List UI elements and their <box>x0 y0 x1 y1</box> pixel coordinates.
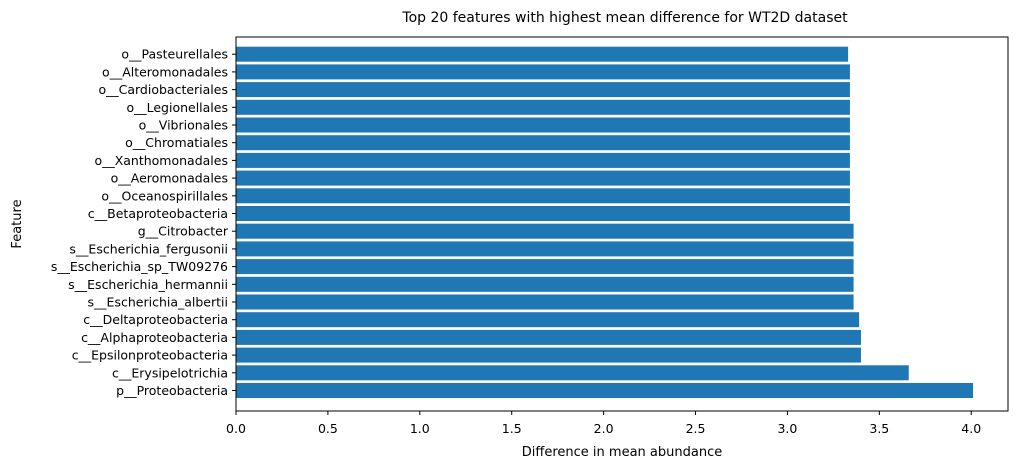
x-tick-label: 4.0 <box>961 421 981 436</box>
bar-c__Alphaproteobacteria <box>236 329 861 345</box>
x-tick-label: 1.5 <box>502 421 522 436</box>
plot-frame <box>235 36 1009 412</box>
bar-c__Deltaproteobacteria <box>236 312 860 328</box>
y-tick-labels: p__Proteobacteria c__Erysipelotrichia c__E… <box>51 47 236 398</box>
bar-o__Oceanospirillales <box>236 188 850 204</box>
x-axis-label: Difference in mean abundance <box>522 445 722 460</box>
x-tick-label: 0.0 <box>226 421 246 436</box>
y-tick-label: s__Escherichia_sp_TW09276 <box>51 259 228 274</box>
bar-c__Erysipelotrichia <box>236 365 909 381</box>
bar-s__Escherichia_albertii <box>236 294 854 310</box>
bar-c__Betaproteobacteria <box>236 206 850 221</box>
y-tick-label: c__Deltaproteobacteria <box>83 312 228 327</box>
y-tick-label: o__Cardiobacteriales <box>98 82 228 97</box>
y-tick-label: c__Epsilonproteobacteria <box>72 348 228 363</box>
bar-s__Escherichia_sp_TW09276 <box>236 259 854 275</box>
y-tick-label: g__Citrobacter <box>138 224 229 239</box>
x-tick-label: 0.5 <box>318 421 338 436</box>
bar-o__Alteromonadales <box>236 64 850 80</box>
y-tick-label: o__Xanthomonadales <box>95 153 228 168</box>
bar-o__Legionellales <box>236 99 850 115</box>
y-tick-label: s__Escherichia_hermannii <box>68 277 228 292</box>
y-tick-label: p__Proteobacteria <box>116 383 228 398</box>
y-tick-label: c__Betaproteobacteria <box>88 206 228 221</box>
x-tick-label: 3.0 <box>777 421 797 436</box>
bar-o__Cardiobacteriales <box>236 82 850 98</box>
y-tick-label: o__Legionellales <box>126 100 228 115</box>
bar-o__Chromatiales <box>236 135 850 151</box>
y-tick-label: c__Erysipelotrichia <box>112 365 228 380</box>
bar-o__Xanthomonadales <box>236 152 850 168</box>
bar-o__Pasteurellales <box>236 46 849 62</box>
y-axis-label: Feature <box>10 199 25 248</box>
x-tick-label: 2.0 <box>594 421 614 436</box>
y-tick-label: o__Oceanospirillales <box>101 188 228 203</box>
bar-o__Vibrionales <box>236 117 850 133</box>
bar-s__Escherichia_hermannii <box>236 276 854 292</box>
y-tick-label: o__Pasteurellales <box>121 47 228 62</box>
y-tick-label: c__Alphaproteobacteria <box>81 330 228 345</box>
y-tick-label: o__Vibrionales <box>139 118 228 133</box>
bar-o__Aeromonadales <box>236 170 850 186</box>
bars-group <box>236 46 974 398</box>
bar-p__Proteobacteria <box>236 383 974 398</box>
x-tick-label: 1.0 <box>410 421 430 436</box>
bar-c__Epsilonproteobacteria <box>236 347 861 363</box>
y-tick-label: o__Aeromonadales <box>111 171 228 186</box>
x-tick-label: 3.5 <box>869 421 889 436</box>
y-tick-label: s__Escherichia_fergusonii <box>69 241 228 256</box>
y-tick-label: s__Escherichia_albertii <box>88 295 228 310</box>
x-tick-label: 2.5 <box>686 421 706 436</box>
y-tick-label: o__Chromatiales <box>125 135 228 150</box>
chart-title: Top 20 features with highest mean differ… <box>401 10 848 26</box>
bar-g__Citrobacter <box>236 223 854 239</box>
y-tick-label: o__Alteromonadales <box>102 64 228 79</box>
bar-s__Escherichia_fergusonii <box>236 241 854 257</box>
x-tick-group: 0.0 0.5 1.0 1.5 2.0 2.5 3.0 3.5 4.0 <box>226 411 981 436</box>
